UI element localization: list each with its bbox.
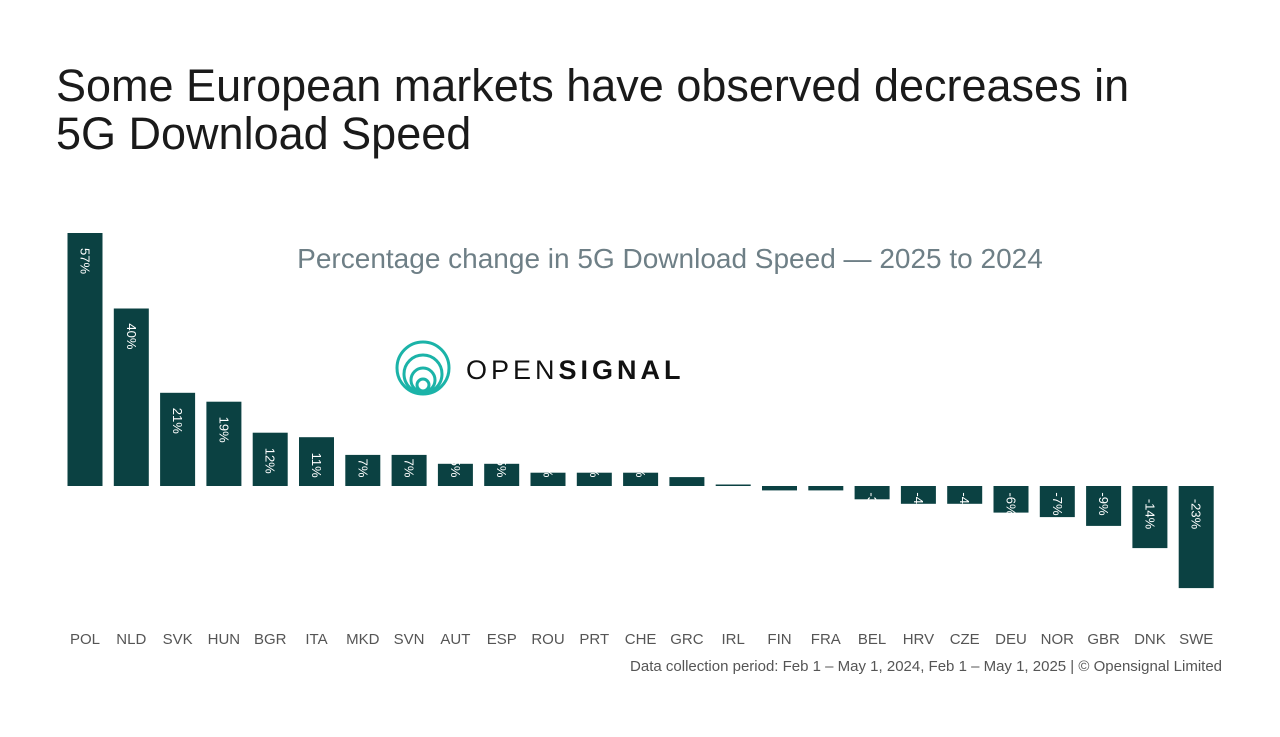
data-label-nor: -7% <box>1050 492 1065 516</box>
x-tick-label: CHE <box>625 631 657 648</box>
data-label-bgr: 12% <box>263 448 278 474</box>
x-tick-label: FRA <box>811 631 841 648</box>
x-tick-label: DEU <box>995 631 1027 648</box>
bar-aut <box>437 463 473 486</box>
data-label-bel: -3% <box>865 492 880 516</box>
bar-deu <box>993 486 1029 513</box>
opensignal-logo: OPENSIGNAL <box>395 340 685 396</box>
data-label-gbr: -9% <box>1096 492 1111 516</box>
opensignal-rings-icon <box>395 340 451 396</box>
data-label-cze: -4% <box>957 492 972 516</box>
x-tick-label: DNK <box>1134 631 1166 648</box>
bar-che <box>623 472 659 486</box>
data-label-pol: 57% <box>78 248 93 274</box>
bar-swe <box>1178 486 1214 589</box>
page-title: Some European markets have observed decr… <box>56 60 1130 159</box>
x-tick-label: GBR <box>1087 631 1120 648</box>
x-tick-label: SWE <box>1179 631 1213 648</box>
bar-bel <box>854 486 890 500</box>
chart-title: Percentage change in 5G Download Speed —… <box>297 243 1043 274</box>
data-label-fin: -1% <box>772 492 787 516</box>
x-tick-label: NOR <box>1041 631 1075 648</box>
x-tick-label: NLD <box>116 631 146 648</box>
x-tick-label: FIN <box>767 631 791 648</box>
x-tick-label: ESP <box>487 631 517 648</box>
x-tick-label: CZE <box>950 631 980 648</box>
data-labels-group: 57% 40% 21% 19% 12% 11% 7% 7% 5% 5% 3% 3% 3% 2% 0% -1% -… <box>78 248 1204 530</box>
x-tick-label: MKD <box>346 631 380 648</box>
bar-svk <box>160 392 196 486</box>
data-label-svk: 21% <box>170 408 185 434</box>
x-tick-label: AUT <box>440 631 470 648</box>
data-label-hrv: -4% <box>911 492 926 516</box>
data-label-aut: 5% <box>448 459 463 478</box>
data-label-hun: 19% <box>216 417 231 443</box>
bar-fin <box>762 486 797 491</box>
data-label-prt: 3% <box>587 459 602 478</box>
bar-ita <box>299 437 334 486</box>
bar-esp <box>484 463 520 486</box>
bar-gbr <box>1086 486 1122 526</box>
x-tick-label: GRC <box>670 631 704 648</box>
x-tick-label: SVK <box>163 631 193 648</box>
data-label-esp: 5% <box>494 459 509 478</box>
x-tick-label: POL <box>70 631 100 648</box>
data-label-svn: 7% <box>402 459 417 478</box>
data-label-mkd: 7% <box>355 459 370 478</box>
bar-bgr <box>252 432 288 486</box>
bars-group <box>67 233 1214 589</box>
data-collection-note: Data collection period: Feb 1 – May 1, 2… <box>630 658 1222 675</box>
data-label-grc: 2% <box>679 459 694 478</box>
data-label-deu: -6% <box>1004 492 1019 516</box>
svg-text:OPENSIGNAL: OPENSIGNAL <box>466 355 685 385</box>
data-label-swe: -23% <box>1189 499 1204 530</box>
brand-name-light: OPEN <box>466 355 559 385</box>
data-label-che: 3% <box>633 459 648 478</box>
bar-irl <box>715 484 751 486</box>
bar-pol <box>67 233 103 486</box>
x-tick-label: BEL <box>858 631 886 648</box>
data-label-irl: 0% <box>726 459 741 478</box>
x-tick-label: IRL <box>722 631 745 648</box>
data-label-fra: -1% <box>818 492 833 516</box>
x-tick-label: HUN <box>208 631 241 648</box>
bar-svn <box>391 454 427 486</box>
bar-hrv <box>900 486 936 504</box>
bar-mkd <box>345 454 381 486</box>
bar-hun <box>206 401 242 486</box>
x-tick-label: ITA <box>305 631 327 648</box>
bar-rou <box>530 472 566 486</box>
x-tick-label: PRT <box>579 631 609 648</box>
data-label-ita: 11% <box>309 453 324 478</box>
x-tick-label: SVN <box>394 631 425 648</box>
brand-name-bold: SIGNAL <box>559 355 685 385</box>
data-label-nld: 40% <box>124 323 139 349</box>
bar-cze <box>947 486 983 504</box>
data-label-rou: 3% <box>541 459 556 478</box>
data-label-dnk: -14% <box>1142 499 1157 530</box>
x-axis-labels: POL NLD SVK HUN BGR ITA MKD SVN AUT ESP ROU PRT CHE G… <box>70 631 1213 648</box>
x-tick-label: ROU <box>531 631 564 648</box>
bar-prt <box>576 472 612 486</box>
bar-dnk <box>1132 486 1168 549</box>
bar-grc <box>669 477 705 486</box>
bar-nor <box>1039 486 1075 518</box>
bar-fra <box>808 486 844 491</box>
x-tick-label: HRV <box>903 631 934 648</box>
bar-nld <box>113 308 149 486</box>
x-tick-label: BGR <box>254 631 287 648</box>
